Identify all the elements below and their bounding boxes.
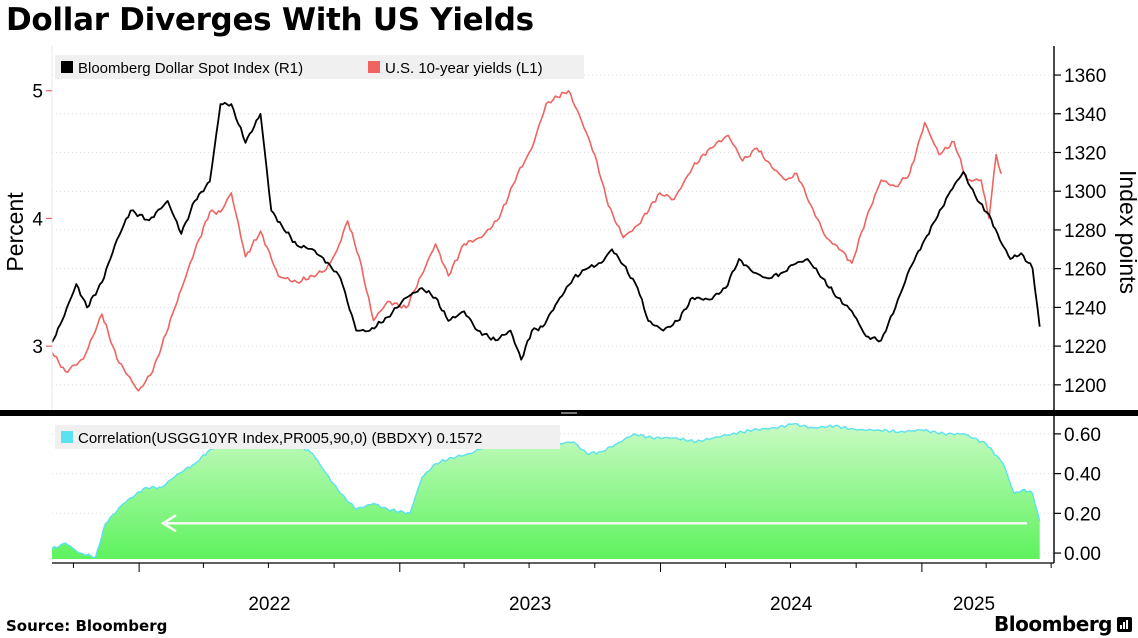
right-tick-label-2: 1240 — [1064, 298, 1106, 319]
right-tick-label-0: 1200 — [1064, 376, 1106, 397]
legend-swatch-dxy — [61, 61, 73, 73]
top-left-ticks: 3 4 5 — [32, 82, 52, 358]
series-area-correlation — [52, 423, 1040, 560]
source-note: Source: Bloomberg — [6, 617, 168, 635]
top-legend-background — [55, 55, 584, 79]
x-tick-label-2: 2024 — [770, 594, 813, 615]
bottom-right-ticks: 0.00 0.20 0.40 0.60 — [1054, 425, 1101, 565]
bottom-legend-background — [55, 425, 560, 449]
top-series — [51, 89, 1041, 392]
right-tick-label-5: 1300 — [1064, 182, 1106, 203]
bottom-tick-label-1: 0.20 — [1064, 504, 1101, 525]
series-line-dxy — [51, 101, 1041, 361]
arrow-annotation — [160, 514, 1027, 533]
top-legend: Bloomberg Dollar Spot Index (R1) U.S. 10… — [55, 55, 584, 79]
right-tick-label-1: 1220 — [1064, 337, 1106, 358]
series-line-yield — [51, 89, 1002, 392]
brand-logo: Bloomberg — [994, 612, 1112, 636]
bottom-tick-label-0: 0.00 — [1064, 544, 1101, 565]
legend-swatch-correlation — [61, 431, 73, 443]
arrow-head — [160, 514, 177, 533]
x-axis-ticks: 2022 2023 2024 2025 — [72, 563, 1052, 615]
right-tick-label-4: 1280 — [1064, 221, 1106, 242]
bottom-tick-label-3: 0.60 — [1064, 425, 1101, 446]
x-tick-label-1: 2023 — [509, 594, 551, 615]
right-tick-label-8: 1360 — [1064, 66, 1106, 87]
top-panel-background — [52, 46, 1054, 410]
legend-label-correlation: Correlation(USGG10YR Index,PR005,90,0) (… — [78, 430, 482, 447]
panel-divider-grip[interactable] — [561, 412, 577, 414]
bottom-tick-label-2: 0.40 — [1064, 465, 1101, 486]
top-right-ticks: 1200 1220 1240 1260 1280 1300 1320 1340 1360 — [1054, 66, 1106, 397]
right-axis-title: Index points — [1115, 170, 1138, 294]
chart-title: Dollar Diverges With US Yields — [6, 2, 534, 38]
bloomberg-bars-icon — [1117, 617, 1132, 632]
left-axis-title: Percent — [2, 192, 28, 272]
left-tick-label-0: 3 — [32, 337, 43, 358]
legend-label-dxy: Bloomberg Dollar Spot Index (R1) — [78, 60, 303, 77]
right-tick-label-3: 1260 — [1064, 260, 1106, 281]
left-tick-label-2: 5 — [32, 82, 43, 103]
legend-label-yield: U.S. 10-year yields (L1) — [385, 60, 543, 77]
bottom-legend: Correlation(USGG10YR Index,PR005,90,0) (… — [55, 425, 560, 449]
left-tick-label-1: 4 — [32, 209, 43, 230]
right-tick-label-6: 1320 — [1064, 143, 1106, 164]
x-tick-label-3: 2025 — [953, 594, 995, 615]
x-tick-label-0: 2022 — [248, 594, 290, 615]
legend-swatch-yield — [368, 61, 380, 73]
right-tick-label-7: 1340 — [1064, 105, 1106, 126]
